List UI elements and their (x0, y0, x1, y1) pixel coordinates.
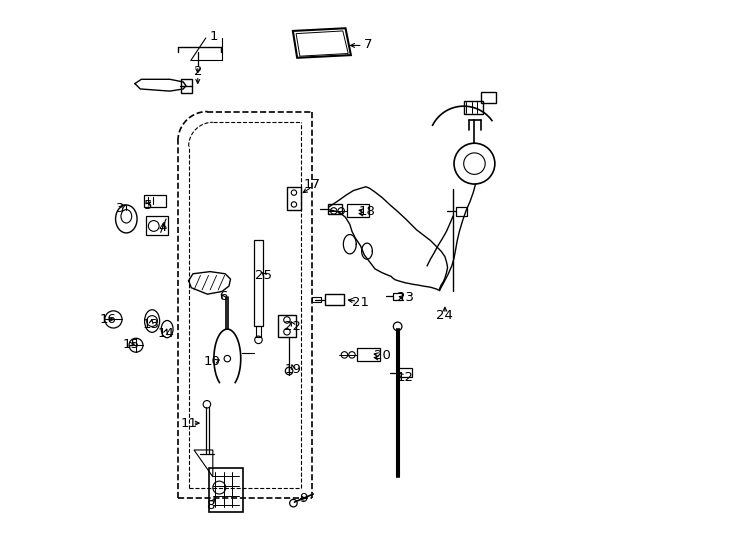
Text: 9: 9 (299, 492, 308, 505)
Text: 17: 17 (304, 178, 321, 191)
Text: 18: 18 (359, 206, 375, 219)
Text: 25: 25 (255, 269, 272, 282)
Text: 24: 24 (437, 309, 454, 322)
Text: 6: 6 (219, 291, 228, 303)
Text: 13: 13 (142, 318, 159, 332)
Bar (393, 293, 402, 300)
Bar (256, 326, 261, 337)
Text: 1: 1 (210, 30, 218, 43)
Bar (456, 207, 468, 217)
Bar (328, 204, 342, 214)
Bar (208, 468, 244, 512)
Text: 11: 11 (180, 416, 197, 430)
Text: 4: 4 (159, 220, 167, 233)
Text: 8: 8 (206, 499, 214, 512)
Text: 22: 22 (284, 320, 302, 333)
Bar (288, 187, 301, 210)
Bar (464, 101, 482, 114)
Bar (254, 240, 263, 326)
Bar (357, 348, 380, 361)
Bar (481, 92, 496, 104)
Bar (325, 294, 344, 305)
Bar (396, 368, 412, 377)
Bar (181, 79, 192, 93)
Text: 19: 19 (285, 363, 301, 376)
Text: 5: 5 (144, 199, 152, 212)
Text: 23: 23 (397, 292, 414, 305)
Bar (278, 315, 296, 337)
Text: 10: 10 (204, 355, 221, 368)
Bar (312, 297, 321, 302)
Text: 14: 14 (157, 327, 174, 340)
Text: 12: 12 (396, 371, 413, 384)
Text: 21: 21 (352, 296, 369, 309)
Bar (144, 195, 166, 207)
Text: 20: 20 (374, 349, 390, 362)
Text: 16: 16 (100, 313, 117, 326)
Bar (346, 204, 369, 218)
Text: 3: 3 (116, 202, 124, 215)
Text: 7: 7 (364, 38, 373, 51)
Text: 15: 15 (122, 338, 139, 350)
Text: 2: 2 (194, 65, 202, 78)
Bar (145, 217, 168, 235)
